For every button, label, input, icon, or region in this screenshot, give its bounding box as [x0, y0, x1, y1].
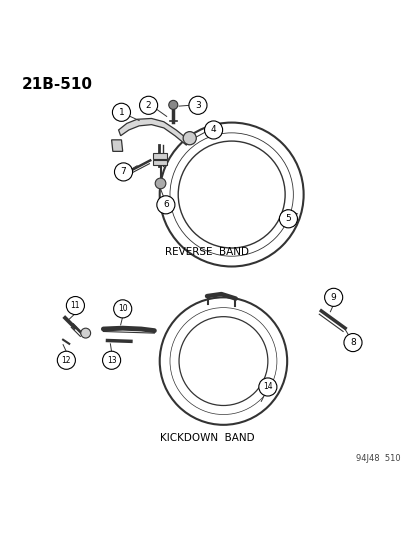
Polygon shape [112, 140, 122, 151]
Circle shape [188, 96, 206, 115]
Text: 5: 5 [285, 214, 291, 223]
Text: 6: 6 [163, 200, 169, 209]
Text: 10: 10 [118, 304, 127, 313]
Circle shape [112, 103, 130, 122]
Text: REVERSE  BAND: REVERSE BAND [165, 247, 248, 257]
Circle shape [204, 121, 222, 139]
Circle shape [279, 210, 297, 228]
Text: 7: 7 [120, 167, 126, 176]
Text: 11: 11 [71, 301, 80, 310]
Text: 12: 12 [62, 356, 71, 365]
Text: 1: 1 [118, 108, 124, 117]
Text: 94J48  510: 94J48 510 [355, 454, 399, 463]
Circle shape [343, 334, 361, 352]
Text: KICKDOWN  BAND: KICKDOWN BAND [159, 433, 254, 443]
Text: 8: 8 [349, 338, 355, 347]
Circle shape [324, 288, 342, 306]
Circle shape [102, 351, 120, 369]
Circle shape [258, 378, 276, 396]
Text: 13: 13 [107, 356, 116, 365]
Text: 3: 3 [195, 101, 200, 110]
FancyBboxPatch shape [152, 160, 166, 165]
FancyBboxPatch shape [152, 154, 166, 159]
Text: 14: 14 [262, 383, 272, 391]
Circle shape [57, 351, 75, 369]
Text: 4: 4 [210, 125, 216, 134]
Text: 21B-510: 21B-510 [22, 77, 93, 92]
Circle shape [157, 196, 175, 214]
Circle shape [183, 132, 196, 145]
Circle shape [139, 96, 157, 115]
Circle shape [66, 296, 84, 314]
Circle shape [114, 163, 132, 181]
Circle shape [155, 178, 166, 189]
Polygon shape [118, 118, 188, 145]
Circle shape [114, 300, 131, 318]
Text: 9: 9 [330, 293, 336, 302]
Circle shape [81, 328, 90, 338]
Circle shape [169, 100, 177, 109]
Text: 2: 2 [145, 101, 151, 110]
